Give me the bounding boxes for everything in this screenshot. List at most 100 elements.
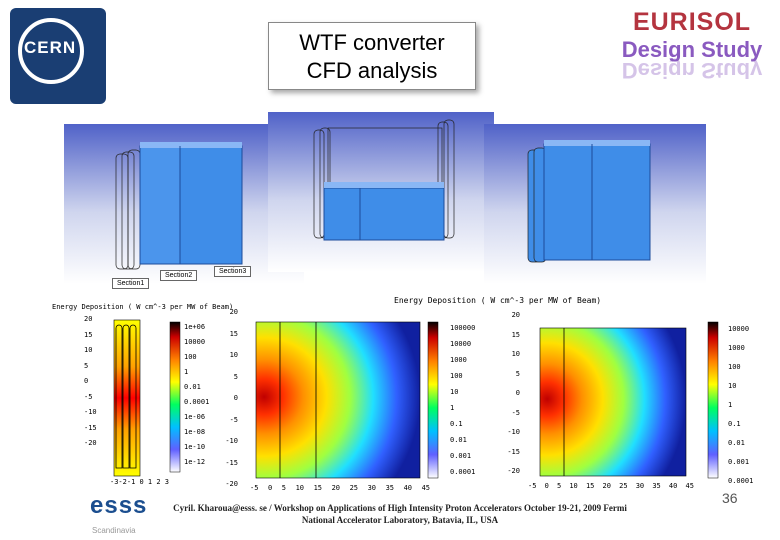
plot2-cbar-label: 10 [450,388,459,396]
plot2-x-ticks: -5 0 5 10 15 20 25 30 35 40 45 [250,484,430,492]
footer-line1: Cyril. Kharoua@esss. se / Workshop on Ap… [173,503,627,513]
plot1-ytick: 20 [84,315,93,323]
plot1-ytick: 0 [84,377,89,385]
cfd-view-2 [268,112,494,272]
plot1-cbar-label: 1e-12 [184,458,206,466]
plot1-ytick: -15 [84,423,97,432]
cfd-view-3-render [484,124,706,284]
plot2-xtick: 30 [367,484,376,492]
cfd-view-1-render [64,124,304,284]
plot1-svg [113,319,181,477]
plot2-cbar-label: 1000 [450,356,467,364]
plot2-y-ticks: 20 15 10 5 0 -5 -10 -15 -20 [224,302,238,496]
plot3-heatmap [520,318,742,486]
eurisol-logo-line2: Design Study [621,37,763,62]
plot2-xtick: 35 [385,484,394,492]
plot3-ytick: 0 [515,389,520,397]
plot3-cbar-label: 10 [728,382,737,390]
plot1-x-ticks: -3-2-1 0 1 2 3 [110,478,170,486]
plot2-xtick: 45 [421,484,430,492]
eurisol-logo-reflection: Design Study [621,58,763,83]
plot2-ytick: -15 [225,458,238,467]
plot2-xtick: -5 [250,484,259,492]
plot3-cbar-label: 0.01 [728,439,745,447]
plot2-cbar-label: 0.001 [450,452,472,460]
plot2-xtick: 10 [295,484,304,492]
plot1-ytick: -5 [84,392,93,401]
cfd-view-2-render [268,112,494,272]
slide-title-line1: WTF converter [299,30,445,55]
plot3-ytick: -20 [507,467,520,475]
plot3-cbar-label: 100 [728,363,741,371]
plot1-cbar-label: 0.0001 [184,398,210,406]
plot2-cbar-label: 1 [450,404,455,412]
plot3-cbar-label: 0.1 [728,420,741,428]
plot2-ytick: -20 [225,480,238,488]
esss-logo-subtitle: Scandinavia [92,526,136,535]
plot2-cbar-label: 0.0001 [450,468,476,476]
cern-logo-text: CERN [24,38,77,57]
plot3-xtick: 10 [569,482,578,490]
cfd-view-3 [484,124,706,284]
plot1-ytick: -20 [84,439,97,447]
plot1-colorbar-labels: 1e+06 10000 100 1 0.01 0.0001 1e-06 1e-0… [184,320,209,470]
plot1-cbar-label: 0.01 [184,383,201,391]
plot2-cbar-label: 10000 [450,340,472,348]
section-label-3: Section3 [214,266,252,277]
plot2-cbar-label: 0.01 [450,436,467,444]
plot2-xtick: 25 [349,484,358,492]
plot2-xtick: 0 [268,484,273,492]
plot1-cbar-label: 1e-08 [184,428,206,436]
plot3-cbar-label: 0.0001 [728,477,754,485]
plot3-cbar-label: 0.001 [728,458,750,466]
section-label-1: Section1 [112,278,150,289]
plot3-xtick: 30 [635,482,645,490]
plot3-colorbar-labels: 10000 1000 100 10 1 0.1 0.01 0.001 0.000… [728,320,753,491]
cfd-view-1 [64,124,304,284]
plot3-x-ticks: -5 0 5 10 15 20 25 30 35 40 45 [528,482,694,490]
plot1-cbar-label: 1e+06 [184,323,206,331]
plot2-cbar-label: 100000 [450,324,476,332]
plot2-svg [255,321,439,479]
plot3-ytick: 20 [511,311,520,319]
plot3-ytick: 5 [515,369,520,378]
section-label-2: Section2 [160,270,198,281]
esss-logo: esss [90,492,148,519]
plot2-ytick: 20 [229,308,238,316]
plot3-cbar-label: 1000 [728,344,745,352]
plot3-xtick: 15 [585,482,595,490]
plot3-xtick: 45 [685,482,694,490]
slide-title-line2: CFD analysis [306,58,438,83]
cern-logo-ring [18,18,84,84]
plot3-svg [539,321,719,479]
plot1-cbar-label: 1 [184,368,189,376]
plot3-xtick: 35 [652,482,661,490]
plot1-heatmap [72,312,212,482]
plot2-xtick: 5 [281,484,286,492]
plot2-ytick: -5 [229,415,238,424]
plot3-xtick: -5 [528,482,537,490]
plot2-colorbar-labels: 100000 10000 1000 100 10 1 0.1 0.01 0.00… [450,320,475,480]
plot1-ytick: 15 [84,330,93,339]
plot3-ytick: 10 [511,350,520,358]
plot3-y-ticks: 20 15 10 5 0 -5 -10 -15 -20 [506,306,520,482]
plot3-ytick: -15 [507,447,520,456]
plot2-ytick: 0 [233,394,238,402]
plot2-cbar-label: 100 [450,372,463,380]
plot2-ytick: 5 [233,372,238,381]
plot2-cbar-label: 0.1 [450,420,463,428]
plot1-cbar-label: 100 [184,353,197,361]
plot1-y-ticks: 20 15 10 5 0 -5 -10 -15 -20 [84,312,97,452]
plot2-xtick: 20 [331,484,340,492]
plot3-xtick: 5 [556,482,562,490]
plot1-cbar-label: 1e-10 [184,443,206,451]
plot3-xtick: 25 [619,482,628,490]
plot1-ytick: 10 [84,346,93,354]
plot3-xtick: 40 [668,482,678,490]
plot1-cbar-label: 1e-06 [184,413,206,421]
slide-title: WTF converter CFD analysis [268,22,476,90]
plot3-ytick: -10 [507,428,520,436]
eurisol-logo-line1: EURISOL [632,8,752,36]
plot2-heatmap [238,318,460,486]
plot1-ytick: -10 [84,408,97,416]
